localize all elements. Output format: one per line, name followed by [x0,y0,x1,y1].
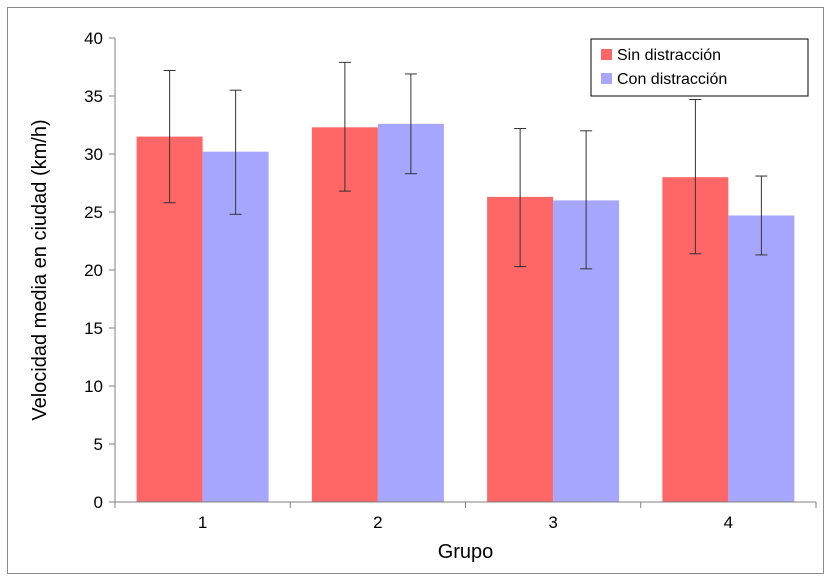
error-bar [338,61,351,192]
error-bar [689,98,702,255]
x-tick-label: 3 [548,513,557,532]
y-tick-label: 35 [84,87,103,106]
legend: Sin distracción Con distracción [590,38,809,97]
y-axis-title: Velocidad media en ciudad (km/h) [29,119,51,420]
bar-con-distraccion [728,215,795,503]
error-bar [755,175,768,256]
error-bar [229,89,242,215]
error-bars-layer [163,61,768,270]
bar-con-distraccion [377,123,444,502]
x-tick-label: 4 [724,513,733,532]
legend-label: Sin distracción [617,47,721,64]
y-tick-label: 0 [94,493,103,512]
legend-label: Con distracción [617,71,727,88]
error-bar [580,130,593,270]
error-bar [163,69,176,204]
y-tick-label: 15 [84,319,103,338]
y-tick-label: 25 [84,203,103,222]
x-tick-label: 1 [198,513,207,532]
y-tick-label: 30 [84,145,103,164]
legend-swatch [601,49,612,60]
error-bar [514,127,527,268]
x-axis-title: Grupo [438,541,494,563]
y-tick-label: 20 [84,261,103,280]
legend-swatch [601,73,612,84]
y-tick-label: 10 [84,377,103,396]
error-bar [404,73,417,175]
legend-box [590,38,809,97]
x-tick-label: 2 [373,513,382,532]
y-tick-label: 5 [94,435,103,454]
y-tick-label: 40 [84,29,103,48]
ticks-layer: 0 5 10 15 20 25 30 35 40 1 2 3 4 [84,29,817,532]
